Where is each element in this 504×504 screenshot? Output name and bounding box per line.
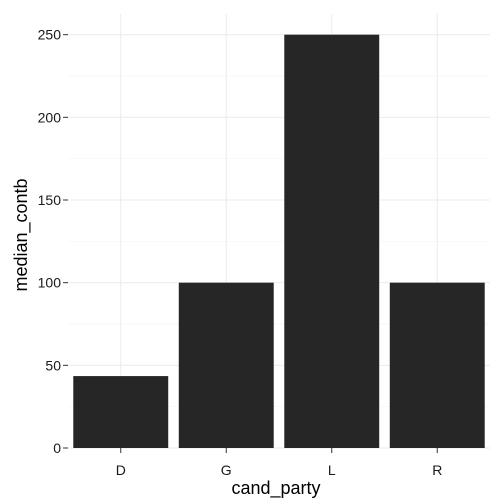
x-tick-label: R: [432, 462, 442, 478]
bar-l: [284, 34, 380, 449]
y-tick-label: 50: [45, 357, 61, 373]
x-tick-label: G: [221, 462, 232, 478]
y-tick-label: 150: [38, 192, 62, 208]
x-tick-label: D: [116, 462, 126, 478]
bar-g: [178, 282, 274, 448]
y-axis-title: median_contb: [11, 178, 32, 291]
bar-r: [389, 282, 485, 448]
bar-d: [73, 376, 169, 448]
y-tick-label: 0: [53, 440, 61, 456]
y-tick-label: 100: [38, 275, 62, 291]
bars-layer: [73, 34, 485, 449]
y-tick-label: 250: [38, 27, 62, 43]
x-axis-title: cand_party: [231, 478, 320, 499]
x-tick-label: L: [328, 462, 336, 478]
y-axis: 0 50 100 150 200 250: [38, 27, 68, 456]
y-tick-label: 200: [38, 109, 62, 125]
